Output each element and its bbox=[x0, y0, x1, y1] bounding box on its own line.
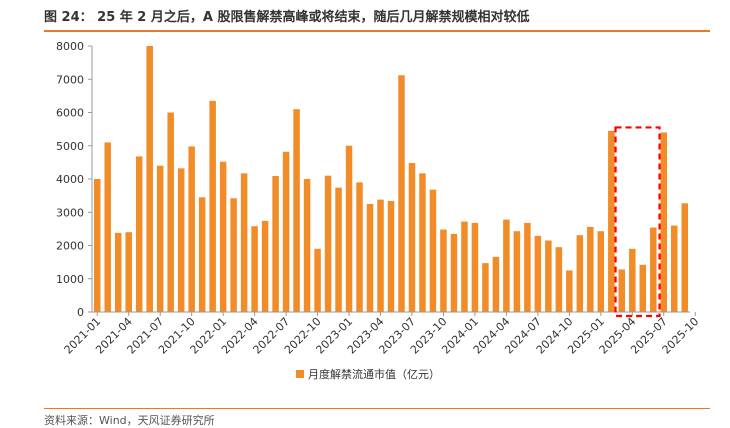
bar bbox=[198, 197, 206, 312]
bar bbox=[167, 112, 174, 312]
bar bbox=[114, 232, 122, 312]
bar bbox=[377, 199, 384, 312]
bar bbox=[104, 142, 111, 312]
y-tick-label: 8000 bbox=[56, 40, 84, 53]
bar bbox=[135, 156, 143, 312]
bar bbox=[356, 182, 363, 312]
bar bbox=[219, 161, 227, 312]
bar bbox=[597, 231, 605, 312]
bar bbox=[440, 229, 447, 312]
y-tick-label: 3000 bbox=[56, 206, 84, 219]
bar bbox=[209, 100, 216, 312]
bar bbox=[629, 248, 636, 312]
y-tick-label: 0 bbox=[77, 306, 84, 319]
bar bbox=[555, 247, 563, 312]
bar bbox=[272, 176, 279, 312]
bar bbox=[251, 226, 258, 312]
bar bbox=[398, 75, 405, 312]
footer-rule bbox=[44, 408, 710, 409]
legend-swatch bbox=[296, 370, 304, 378]
bar bbox=[461, 221, 468, 312]
bar bbox=[335, 187, 342, 312]
bar bbox=[419, 173, 426, 312]
bar bbox=[660, 132, 668, 312]
bar bbox=[408, 163, 416, 312]
y-tick-label: 7000 bbox=[56, 73, 84, 86]
bar bbox=[587, 226, 594, 312]
bar bbox=[650, 227, 657, 312]
bar bbox=[429, 189, 437, 312]
bar bbox=[566, 270, 573, 312]
y-tick-label: 5000 bbox=[56, 140, 84, 153]
bar bbox=[177, 168, 185, 312]
bar bbox=[545, 240, 552, 312]
bar bbox=[230, 198, 237, 312]
bar bbox=[513, 231, 521, 312]
bar bbox=[503, 219, 510, 312]
y-tick-label: 2000 bbox=[56, 240, 84, 253]
figure-title: 图 24： 25 年 2 月之后，A 股限售解禁高峰或将结束，随后几月解禁规模相… bbox=[44, 10, 530, 25]
bar bbox=[534, 235, 542, 312]
bar bbox=[576, 235, 584, 312]
y-tick-label: 6000 bbox=[56, 107, 84, 120]
bar bbox=[314, 248, 321, 312]
bar bbox=[524, 222, 531, 312]
bar bbox=[146, 46, 153, 312]
legend-label: 月度解禁流通市值（亿元） bbox=[308, 367, 440, 381]
legend: 月度解禁流通市值（亿元） bbox=[296, 367, 440, 381]
highlight-box bbox=[614, 126, 661, 318]
bar bbox=[240, 173, 248, 312]
bar bbox=[387, 200, 395, 312]
bar bbox=[324, 175, 332, 312]
bar bbox=[671, 225, 678, 312]
bar bbox=[608, 130, 615, 312]
bar bbox=[618, 269, 626, 312]
bar bbox=[156, 165, 164, 312]
bar bbox=[366, 203, 374, 312]
y-tick-label: 4000 bbox=[56, 173, 84, 186]
bar bbox=[681, 203, 688, 312]
bar bbox=[261, 220, 269, 312]
bar bbox=[471, 222, 479, 312]
y-tick-label: 1000 bbox=[56, 273, 84, 286]
bar bbox=[125, 232, 132, 312]
bar bbox=[482, 263, 489, 312]
bar bbox=[492, 256, 500, 312]
bar bbox=[293, 109, 300, 313]
bar bbox=[188, 146, 195, 312]
bar bbox=[450, 233, 458, 312]
bar bbox=[345, 145, 353, 312]
bar bbox=[282, 151, 290, 312]
bar bbox=[303, 179, 311, 312]
source-note: 资料来源：Wind，天风证券研究所 bbox=[44, 414, 215, 427]
title-rule bbox=[44, 30, 710, 32]
bar bbox=[639, 264, 647, 312]
bar bbox=[93, 179, 101, 312]
